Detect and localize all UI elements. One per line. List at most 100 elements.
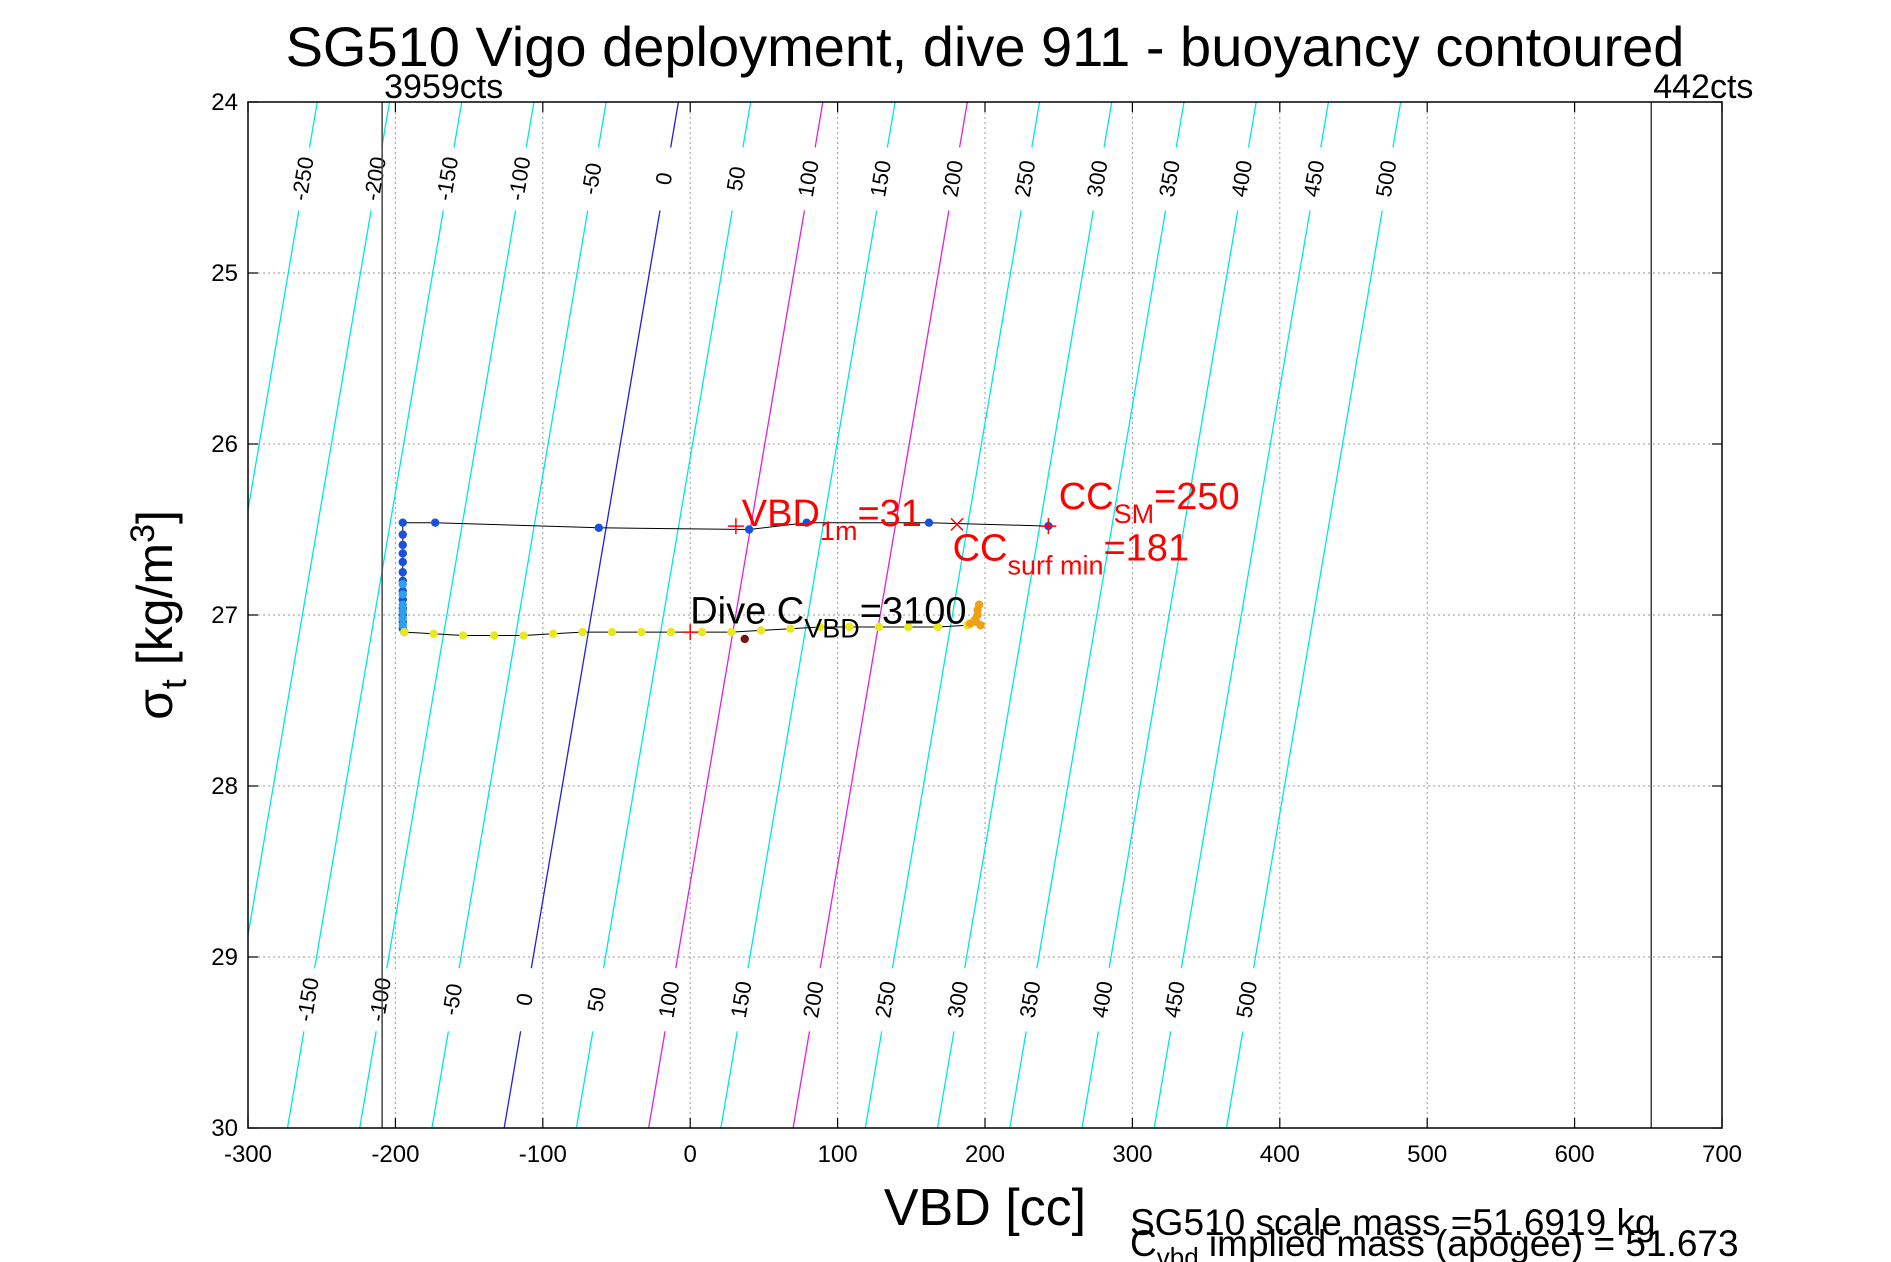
contour-label: 200 — [937, 159, 968, 199]
annotation-sub: VBD — [804, 614, 860, 644]
dive-series — [398, 518, 1053, 644]
contour-label: 450 — [1298, 159, 1329, 199]
contour-label: 150 — [865, 159, 896, 199]
contour-label-bg — [571, 144, 609, 213]
contour-label-group: 450 — [1294, 144, 1331, 213]
data-point — [548, 629, 558, 639]
annotation-sub: SM — [1114, 499, 1155, 529]
contour-label: 300 — [942, 979, 973, 1019]
contour-label-group: 450 — [1154, 965, 1192, 1033]
annotation-value: =250 — [1154, 476, 1240, 518]
contour-label: -50 — [437, 982, 467, 1018]
data-point — [398, 580, 407, 589]
contour-label-bg — [1149, 144, 1187, 213]
contour-label: 500 — [1231, 979, 1262, 1019]
x-tick-label: 0 — [684, 1141, 697, 1168]
annotation-base: CC — [1059, 476, 1114, 518]
x-tick-label: -100 — [519, 1141, 567, 1168]
data-point — [398, 590, 407, 599]
contour-label-group: 0 — [644, 144, 681, 213]
data-point — [594, 523, 604, 532]
x-marker — [950, 517, 964, 531]
data-point — [398, 568, 407, 577]
x-tick-label: 400 — [1260, 1141, 1300, 1168]
annotation-base: CC — [953, 527, 1008, 569]
contour-label-group: 200 — [933, 144, 970, 213]
contour-label-bg — [427, 144, 464, 213]
data-point — [740, 634, 749, 644]
contour-label: 450 — [1159, 979, 1190, 1019]
footer-implied-mass-sub: vbd — [1157, 1242, 1199, 1262]
pump-limit-label: 3959cts — [384, 68, 503, 106]
contour-label-bg — [649, 965, 686, 1033]
contour-label-bg — [933, 144, 970, 213]
contour-label-group: -150 — [288, 965, 325, 1033]
contour-label-bg — [499, 144, 537, 213]
plus-marker — [727, 518, 744, 535]
data-point — [815, 622, 825, 632]
data-point — [398, 600, 407, 609]
contour-label-bg — [1010, 965, 1047, 1033]
data-point — [697, 627, 707, 637]
annotation-sub: surf min — [1007, 550, 1103, 580]
x-axis-label: VBD [cc] — [884, 1179, 1086, 1237]
data-point — [607, 627, 617, 637]
contour-label: 300 — [1082, 159, 1113, 199]
data-point — [637, 627, 646, 637]
data-point — [429, 629, 438, 639]
contour-label-group: 0 — [504, 965, 542, 1033]
x-tick-label: 500 — [1407, 1141, 1447, 1168]
contour-label: 150 — [726, 979, 757, 1019]
data-point — [398, 557, 407, 567]
contour-label-group: 100 — [788, 144, 826, 213]
annotation-base: VBD — [742, 493, 820, 535]
footer-scale-mass: SG510 scale mass =51.6919 kg — [1130, 1202, 1656, 1243]
data-point — [398, 614, 407, 623]
contour-labels: -250 -200 -150-150-100-100-50-500050501001… — [283, 144, 1403, 1033]
annotation-value: =3100 — [860, 591, 967, 633]
data-point — [398, 549, 407, 558]
y-tick-label: 30 — [211, 1115, 238, 1142]
contour-label-bg — [1294, 144, 1331, 213]
contour-label-group: 150 — [860, 144, 898, 213]
annotation-value: =181 — [1103, 527, 1189, 569]
contour-label: 200 — [798, 979, 829, 1019]
contour-label-group: 500 — [1227, 965, 1264, 1033]
data-point — [744, 525, 754, 534]
data-point — [519, 631, 528, 640]
contour-line — [248, 102, 318, 514]
x-tick-label: 600 — [1555, 1141, 1595, 1168]
contour-label: 50 — [582, 985, 611, 1013]
plus-marker — [1040, 518, 1057, 535]
data-point — [971, 617, 981, 627]
annotation: CCSM=250 — [1059, 476, 1240, 529]
contour-label-group: -100 — [360, 965, 397, 1033]
contour-label-group: 200 — [793, 965, 831, 1033]
annotation-value: =31 — [857, 493, 921, 535]
contour-label-group: 50 — [577, 965, 614, 1033]
data-point — [398, 518, 407, 527]
contour-line — [248, 102, 391, 940]
y-axis-label: σt [kg/m3] — [124, 510, 194, 720]
contour-label-bg — [793, 965, 831, 1033]
chart-title: SG510 Vigo deployment, dive 911 - buoyan… — [286, 15, 1685, 78]
y-tick-label: 28 — [211, 773, 238, 800]
data-point — [398, 530, 407, 539]
annotation: Dive CVBD=3100 — [690, 591, 966, 644]
data-point — [786, 624, 795, 633]
y-tick-label: 29 — [211, 944, 238, 971]
contour-label-bg — [721, 965, 758, 1033]
y-axis-label-close: ] — [127, 510, 183, 524]
data-point — [398, 540, 407, 550]
contour-label-bg — [865, 965, 903, 1033]
contour-label: 100 — [793, 159, 824, 199]
pump-limit-label: 442cts — [1653, 68, 1753, 106]
contour-label-bg — [938, 965, 975, 1033]
y-axis-label-unit: [kg/m — [127, 543, 183, 679]
contour-label-group: 400 — [1222, 144, 1259, 213]
footer-implied-mass-base: C — [1130, 1223, 1157, 1262]
data-point — [802, 518, 811, 527]
data-point — [398, 621, 407, 630]
svg-text:σt [kg/m3]: σt [kg/m3] — [124, 510, 194, 720]
